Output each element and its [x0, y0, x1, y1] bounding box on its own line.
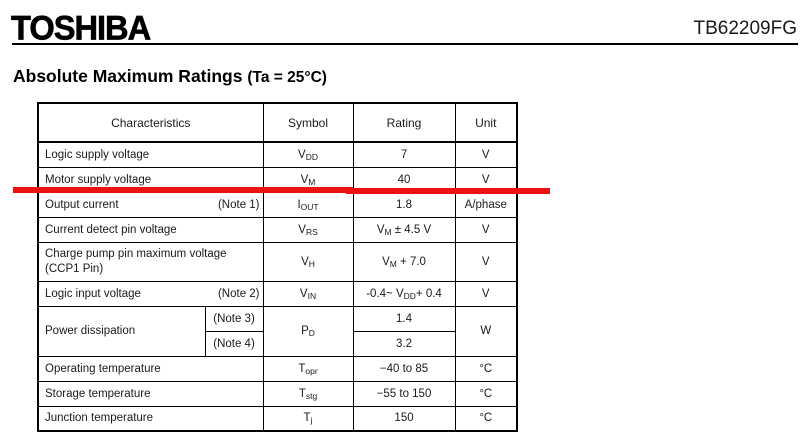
rating-cell: 150	[352, 405, 456, 432]
unit-cell: V	[454, 280, 518, 307]
characteristic-label: Operating temperature	[45, 362, 161, 375]
characteristic-label: Junction temperature	[45, 412, 154, 425]
unit-cell: V	[454, 216, 518, 243]
table-row-power-dissipation-note3: Power dissipation (Note 3) PD 1.4 W	[37, 305, 518, 357]
symbol-cell: VIN	[262, 280, 354, 307]
characteristic-cell: Storage temperature	[37, 380, 264, 407]
unit-cell: °C	[454, 355, 518, 382]
rating-cell: VM ± 4.5 V	[352, 216, 456, 243]
col-header-symbol: Symbol	[262, 102, 354, 143]
note-label: (Note 2)	[217, 287, 260, 300]
unit-cell: V	[454, 241, 518, 282]
table-row-storage-temperature: Storage temperature Tstg −55 to 150 °C	[37, 380, 518, 407]
symbol-cell: IOUT	[262, 191, 354, 218]
symbol-cell: VRS	[262, 216, 354, 243]
unit-cell: A/phase	[454, 191, 518, 218]
unit-cell: °C	[454, 405, 518, 432]
symbol-cell: PD	[262, 305, 354, 357]
table-row-current-detect-pin-voltage: Current detect pin voltage VRS VM ± 4.5 …	[37, 216, 518, 243]
table-row-logic-supply-voltage: Logic supply voltage VDD 7 V	[37, 141, 518, 168]
unit-cell: W	[454, 305, 518, 357]
header-divider	[12, 43, 798, 45]
characteristic-cell: Charge pump pin maximum voltage (CCP1 Pi…	[37, 241, 264, 282]
col-header-unit: Unit	[454, 102, 518, 143]
section-title-condition: (Ta = 25°C)	[247, 69, 327, 86]
characteristic-label: Output current	[45, 198, 119, 211]
unit-cell: V	[454, 141, 518, 168]
table-row-charge-pump-pin-voltage: Charge pump pin maximum voltage (CCP1 Pi…	[37, 241, 518, 282]
red-marker-line-left	[13, 187, 353, 193]
table-row-output-current: Output current (Note 1) IOUT 1.8 A/phase	[37, 191, 518, 218]
symbol-cell: Tj	[262, 405, 354, 432]
rating-cell: −55 to 150	[352, 380, 456, 407]
characteristic-label: Storage temperature	[45, 387, 151, 400]
characteristic-cell: Output current (Note 1)	[37, 191, 264, 218]
red-marker-line-right	[346, 188, 550, 194]
section-title: Absolute Maximum Ratings (Ta = 25°C)	[13, 66, 327, 87]
symbol-cell: Tstg	[262, 380, 354, 407]
part-number: TB62209FG	[693, 18, 798, 39]
characteristic-cell: Logic input voltage (Note 2)	[37, 280, 264, 307]
table-row-power-dissipation-note4: (Note 4) 3.2	[38, 330, 517, 357]
note-cell: (Note 4)	[204, 330, 264, 357]
unit-cell: °C	[454, 380, 518, 407]
characteristic-cell: Junction temperature	[37, 405, 264, 432]
table-row-junction-temperature: Junction temperature Tj 150 °C	[37, 405, 518, 432]
characteristic-label: Power dissipation	[45, 325, 136, 337]
characteristic-label: Logic supply voltage	[45, 148, 150, 161]
characteristic-cell: Logic supply voltage	[37, 141, 264, 168]
toshiba-logo: TOSHIBA	[11, 9, 152, 48]
rating-cell: -0.4~ VDD+ 0.4	[352, 280, 456, 307]
characteristic-label: Current detect pin voltage	[45, 223, 177, 236]
characteristic-cell: Operating temperature	[37, 355, 264, 382]
characteristic-label: Motor supply voltage	[45, 173, 152, 186]
characteristic-cell: Current detect pin voltage	[37, 216, 264, 243]
section-title-main: Absolute Maximum Ratings	[13, 66, 243, 86]
characteristic-label: Charge pump pin maximum voltage	[45, 247, 227, 260]
symbol-cell: VH	[262, 241, 354, 282]
rating-cell: 7	[352, 141, 456, 168]
rating-cell: −40 to 85	[352, 355, 456, 382]
table-row-logic-input-voltage: Logic input voltage (Note 2) VIN -0.4~ V…	[37, 280, 518, 307]
note-cell: (Note 3)	[204, 305, 264, 332]
symbol-cell: Topr	[262, 355, 354, 382]
note-label: (Note 1)	[217, 198, 260, 211]
characteristic-label-line2: (CCP1 Pin)	[45, 262, 104, 275]
absolute-maximum-ratings-table: Characteristics Symbol Rating Unit Logic…	[37, 102, 519, 432]
table-row-operating-temperature: Operating temperature Topr −40 to 85 °C	[37, 355, 518, 382]
rating-cell: 3.2	[352, 330, 456, 357]
symbol-cell: VDD	[262, 141, 354, 168]
table-header-row: Characteristics Symbol Rating Unit	[37, 102, 518, 143]
characteristic-cell: Power dissipation	[37, 305, 206, 357]
col-header-rating: Rating	[352, 102, 456, 143]
col-header-characteristics: Characteristics	[37, 102, 264, 143]
characteristic-label: Logic input voltage	[45, 287, 141, 300]
rating-cell: 1.4	[352, 305, 456, 332]
rating-cell: 1.8	[352, 191, 456, 218]
rating-cell: VM + 7.0	[352, 241, 456, 282]
